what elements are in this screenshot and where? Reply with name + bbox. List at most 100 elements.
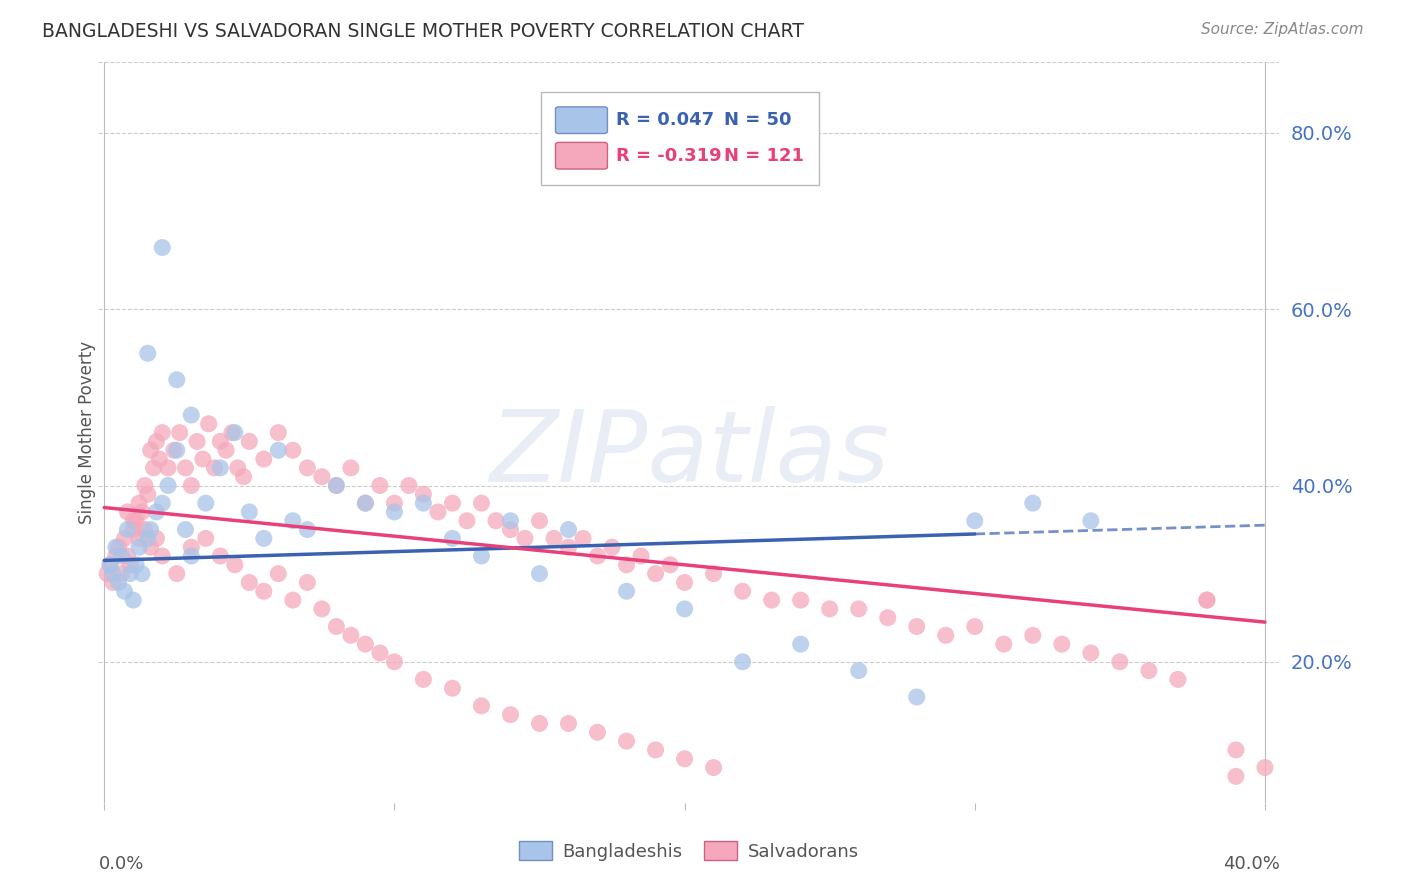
- Point: [104, 540, 127, 554]
- Point: [311, 602, 333, 616]
- Text: N = 50: N = 50: [724, 112, 792, 129]
- Point: [128, 496, 150, 510]
- Point: [1022, 628, 1045, 642]
- Point: [209, 461, 232, 475]
- Point: [131, 566, 153, 581]
- Point: [368, 646, 391, 660]
- Point: [166, 373, 188, 387]
- Point: [117, 505, 139, 519]
- Point: [114, 532, 136, 546]
- Point: [1195, 593, 1218, 607]
- Point: [139, 443, 162, 458]
- Text: 40.0%: 40.0%: [1223, 855, 1279, 872]
- Point: [673, 575, 696, 590]
- Point: [905, 690, 928, 704]
- Point: [253, 452, 276, 467]
- Point: [174, 523, 197, 537]
- Point: [104, 549, 127, 563]
- Point: [905, 619, 928, 633]
- Point: [209, 434, 232, 449]
- Point: [215, 443, 238, 458]
- Text: BANGLADESHI VS SALVADORAN SINGLE MOTHER POVERTY CORRELATION CHART: BANGLADESHI VS SALVADORAN SINGLE MOTHER …: [42, 22, 804, 41]
- Point: [470, 496, 492, 510]
- Point: [557, 716, 579, 731]
- Point: [122, 593, 145, 607]
- Point: [180, 478, 202, 492]
- Point: [238, 505, 260, 519]
- Point: [253, 584, 276, 599]
- Point: [166, 566, 188, 581]
- Point: [142, 461, 165, 475]
- Point: [107, 540, 129, 554]
- Point: [529, 716, 551, 731]
- Point: [180, 549, 202, 563]
- Point: [145, 505, 167, 519]
- Point: [1225, 743, 1247, 757]
- Point: [148, 452, 170, 467]
- Point: [731, 655, 754, 669]
- Point: [226, 461, 249, 475]
- Point: [368, 478, 391, 492]
- Point: [238, 575, 260, 590]
- Point: [485, 514, 508, 528]
- Point: [194, 532, 217, 546]
- Point: [398, 478, 420, 492]
- Point: [1080, 646, 1102, 660]
- Point: [114, 584, 136, 599]
- Point: [529, 566, 551, 581]
- Y-axis label: Single Mother Poverty: Single Mother Poverty: [79, 341, 96, 524]
- Point: [111, 566, 134, 581]
- Point: [209, 549, 232, 563]
- Point: [1225, 769, 1247, 783]
- Point: [297, 523, 319, 537]
- Point: [131, 505, 153, 519]
- Point: [136, 487, 159, 501]
- Point: [194, 496, 217, 510]
- Point: [1108, 655, 1130, 669]
- Point: [499, 523, 522, 537]
- Point: [122, 523, 145, 537]
- Point: [238, 434, 260, 449]
- Text: R = 0.047: R = 0.047: [616, 112, 714, 129]
- Point: [169, 425, 191, 440]
- Point: [557, 540, 579, 554]
- Point: [128, 540, 150, 554]
- Point: [134, 523, 156, 537]
- Point: [644, 743, 666, 757]
- Point: [572, 532, 595, 546]
- Point: [325, 619, 347, 633]
- FancyBboxPatch shape: [555, 107, 607, 134]
- Point: [529, 514, 551, 528]
- Point: [384, 496, 406, 510]
- Point: [441, 532, 464, 546]
- Point: [470, 698, 492, 713]
- Text: R = -0.319: R = -0.319: [616, 146, 721, 165]
- Point: [616, 734, 638, 748]
- Point: [96, 566, 118, 581]
- Point: [600, 540, 623, 554]
- Point: [1254, 760, 1277, 774]
- Point: [297, 461, 319, 475]
- Point: [993, 637, 1015, 651]
- Point: [128, 532, 150, 546]
- Point: [1050, 637, 1073, 651]
- Point: [150, 425, 173, 440]
- Point: [139, 523, 162, 537]
- Point: [98, 558, 121, 572]
- Point: [412, 487, 434, 501]
- Point: [150, 496, 173, 510]
- Text: Source: ZipAtlas.com: Source: ZipAtlas.com: [1201, 22, 1364, 37]
- Point: [354, 496, 377, 510]
- Point: [111, 549, 134, 563]
- Point: [125, 514, 148, 528]
- Point: [157, 461, 180, 475]
- Point: [789, 637, 811, 651]
- Point: [499, 514, 522, 528]
- Point: [630, 549, 652, 563]
- Point: [441, 496, 464, 510]
- Point: [117, 523, 139, 537]
- Point: [963, 514, 986, 528]
- Point: [120, 566, 142, 581]
- Point: [221, 425, 243, 440]
- Point: [281, 514, 304, 528]
